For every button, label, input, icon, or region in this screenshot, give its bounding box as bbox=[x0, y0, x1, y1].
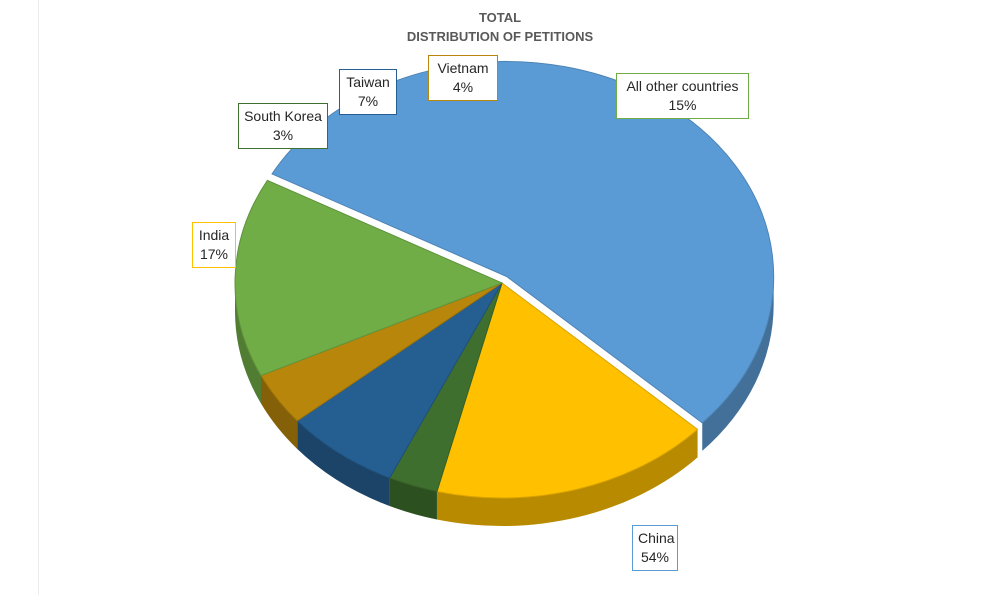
slice-side-vietnam bbox=[261, 375, 298, 449]
label-south-korea-name: South Korea bbox=[244, 108, 322, 124]
slice-all-other-countries bbox=[234, 179, 504, 377]
left-divider bbox=[38, 0, 39, 595]
label-south-korea-value: 3% bbox=[272, 127, 294, 143]
slice-taiwan bbox=[296, 282, 503, 479]
label-india-value: 17% bbox=[199, 246, 229, 262]
slice-side-south-korea bbox=[389, 478, 437, 520]
slice-side-all-other-countries bbox=[235, 283, 262, 404]
label-all-other-countries-value: 15% bbox=[668, 97, 697, 113]
label-vietnam-value: 4% bbox=[452, 79, 474, 95]
chart-title-line-1: TOTAL bbox=[478, 10, 522, 25]
slice-side-taiwan bbox=[297, 420, 390, 507]
label-india: India 17% bbox=[192, 222, 236, 268]
label-china-value: 54% bbox=[640, 549, 670, 565]
chart-title-line-2: DISTRIBUTION OF PETITIONS bbox=[406, 29, 594, 44]
label-taiwan: Taiwan 7% bbox=[339, 69, 397, 115]
label-china-name: China bbox=[638, 530, 675, 546]
label-taiwan-name: Taiwan bbox=[346, 74, 390, 90]
slice-side-india bbox=[436, 429, 698, 526]
label-south-korea: South Korea 3% bbox=[238, 103, 328, 149]
label-vietnam: Vietnam 4% bbox=[428, 55, 498, 101]
label-all-other-countries: All other countries 15% bbox=[616, 73, 749, 119]
slice-side-china bbox=[702, 276, 774, 451]
label-china: China 54% bbox=[632, 525, 678, 571]
label-all-other-countries-name: All other countries bbox=[626, 78, 739, 94]
label-vietnam-name: Vietnam bbox=[437, 60, 489, 76]
slice-india bbox=[436, 282, 699, 499]
label-india-name: India bbox=[198, 227, 230, 243]
label-taiwan-value: 7% bbox=[357, 93, 379, 109]
